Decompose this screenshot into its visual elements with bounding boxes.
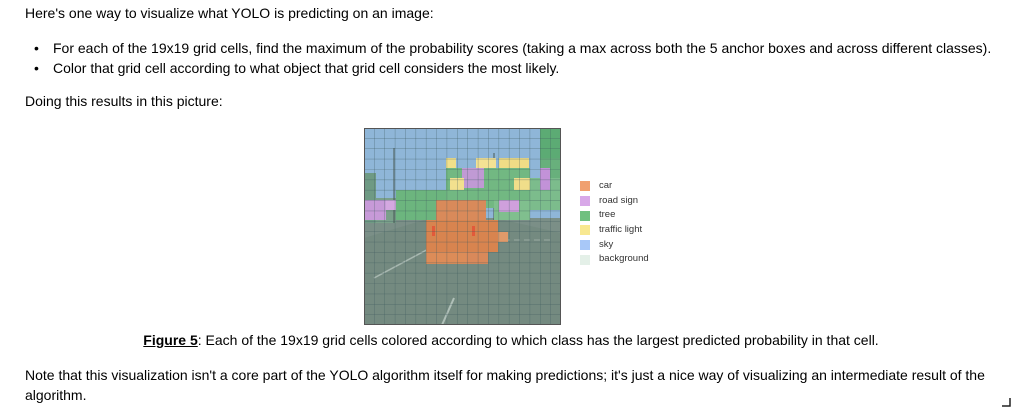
legend-label-tree: tree xyxy=(599,209,616,221)
resize-handle-icon[interactable] xyxy=(1001,397,1011,407)
legend-item-background: background xyxy=(580,252,649,267)
road-sign-cell-left-2 xyxy=(386,200,396,210)
car-cells-middle xyxy=(426,220,498,252)
traffic-light-cell-3 xyxy=(499,158,529,168)
legend-item-tree: tree xyxy=(580,208,649,223)
legend-swatch-car xyxy=(580,181,590,192)
road-sign-cells-center xyxy=(462,168,484,188)
legend-item-sky: sky xyxy=(580,238,649,253)
legend-item-road-sign: road sign xyxy=(580,194,649,209)
traffic-light-cell-2 xyxy=(476,158,496,168)
legend-item-traffic-light: traffic light xyxy=(580,223,649,238)
tree-cell-group-top-right xyxy=(540,128,561,158)
intro-text: Here's one way to visualize what YOLO is… xyxy=(25,5,434,21)
legend-label-background: background xyxy=(599,253,649,265)
car-tail-light-right xyxy=(472,226,475,236)
legend-swatch-tree xyxy=(580,210,590,221)
legend-swatch-traffic-light xyxy=(580,225,590,236)
legend-label-road-sign: road sign xyxy=(599,194,639,206)
legend-label-car: car xyxy=(599,180,613,191)
traffic-light-cell-1 xyxy=(446,158,456,168)
legend-label-traffic-light: traffic light xyxy=(599,224,643,236)
car-cells-top xyxy=(436,200,486,220)
car-cells-bottom-right xyxy=(466,252,488,264)
lane-marking-center xyxy=(441,297,455,325)
figure-caption-text: : Each of the 19x19 grid cells colored a… xyxy=(197,332,879,348)
legend-label-sky: sky xyxy=(599,238,614,250)
bullet-item-max-probability: For each of the 19x19 grid cells, find t… xyxy=(25,38,991,58)
bullet-item-color-cell: Color that grid cell according to what o… xyxy=(25,58,991,78)
traffic-light-cell-5 xyxy=(514,178,530,190)
road-sign-cell-right xyxy=(540,168,550,190)
traffic-light-cell-4 xyxy=(450,178,464,190)
car-tail-light-left xyxy=(432,226,435,236)
legend-item-car: car xyxy=(580,179,649,194)
note-paragraph: Note that this visualization isn't a cor… xyxy=(25,367,985,403)
bullet-list: For each of the 19x19 grid cells, find t… xyxy=(25,38,991,78)
image-border xyxy=(364,128,561,325)
legend-swatch-road-sign xyxy=(580,196,590,207)
class-legend: car road sign tree traffic light sky bac… xyxy=(580,179,649,267)
yolo-class-map-figure xyxy=(364,128,561,325)
lane-marking-left xyxy=(373,245,435,279)
road-sign-cells-left xyxy=(364,200,386,220)
car-cells-bottom-left xyxy=(426,252,466,264)
figure-caption: Figure 5: Each of the 19x19 grid cells c… xyxy=(0,331,1012,349)
road-surface xyxy=(364,220,561,325)
picture-intro-text: Doing this results in this picture: xyxy=(25,93,223,109)
grid-lines xyxy=(364,128,561,325)
legend-swatch-sky xyxy=(580,240,590,251)
car-cell-right xyxy=(498,232,508,242)
road-sign-cells-right-lower xyxy=(499,200,519,212)
legend-swatch-background xyxy=(580,254,590,265)
street-scene-image xyxy=(364,128,561,325)
figure-label-link[interactable]: Figure 5 xyxy=(143,332,198,348)
